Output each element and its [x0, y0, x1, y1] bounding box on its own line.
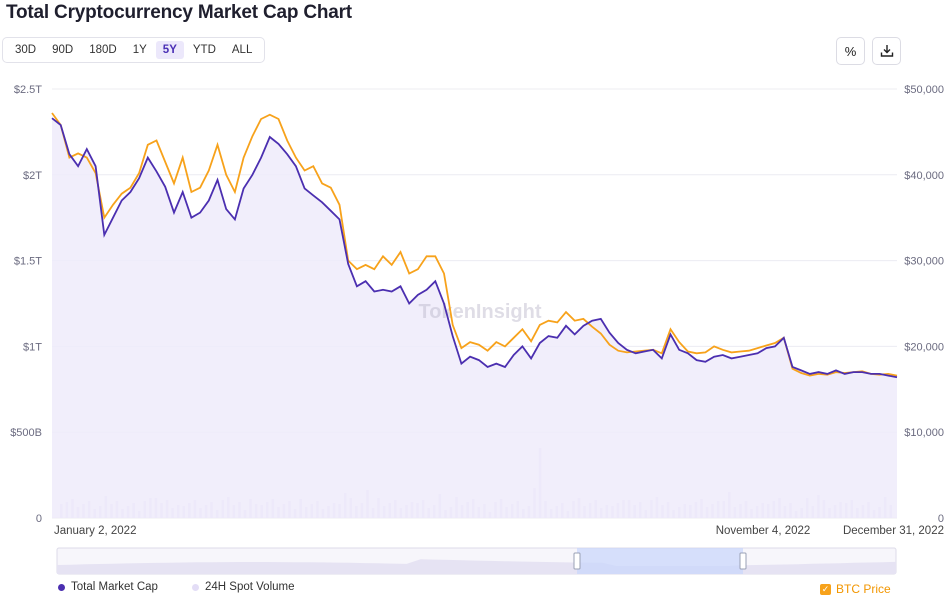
- y-right-tick-label: $30,000: [904, 256, 944, 268]
- y-right-tick-label: $40,000: [904, 170, 944, 182]
- download-icon: [880, 45, 893, 57]
- range-5y-button[interactable]: 5Y: [155, 41, 184, 59]
- y-left-tick-label: $500B: [10, 427, 42, 439]
- range-1y-button[interactable]: 1Y: [132, 44, 147, 56]
- y-left-tick-label: 0: [36, 513, 42, 525]
- download-button[interactable]: [872, 37, 901, 65]
- y-left-tick-label: $2.5T: [14, 84, 42, 96]
- legend-volume[interactable]: 24H Spot Volume: [192, 581, 295, 593]
- range-all-button[interactable]: ALL: [231, 44, 253, 56]
- market-cap-dot-icon: [58, 583, 65, 591]
- legend-btc-price[interactable]: ✓ BTC Price: [820, 582, 891, 596]
- legend-volume-label: 24H Spot Volume: [205, 581, 295, 593]
- y-left-tick-label: $1T: [23, 341, 42, 353]
- page-title: Total Cryptocurrency Market Cap Chart: [6, 2, 352, 23]
- y-right-tick-label: $10,000: [904, 427, 944, 439]
- y-right-tick-label: 0: [938, 513, 944, 525]
- percent-toggle-button[interactable]: %: [836, 37, 865, 65]
- legend-market-cap-label: Total Market Cap: [71, 581, 158, 593]
- volume-dot-icon: [192, 583, 199, 591]
- navigator-selection[interactable]: [577, 548, 743, 574]
- x-tick-label: January 2, 2022: [54, 525, 136, 537]
- y-right-tick-label: $50,000: [904, 84, 944, 96]
- market-cap-area: [52, 118, 897, 518]
- market-cap-line: [51, 117, 898, 379]
- x-tick-label: December 31, 2022: [843, 525, 944, 537]
- range-30d-button[interactable]: 30D: [15, 44, 37, 56]
- range-ytd-button[interactable]: YTD: [192, 44, 216, 56]
- navigator-right-handle[interactable]: [739, 552, 747, 570]
- navigator-left-handle[interactable]: [573, 552, 581, 570]
- btc-price-line: [51, 112, 898, 377]
- percent-icon: %: [844, 43, 857, 59]
- y-left-tick-label: $1.5T: [14, 256, 42, 268]
- legend-btc-label: BTC Price: [836, 582, 891, 596]
- time-range-selector: 30D 90D 180D 1Y 5Y YTD ALL: [2, 37, 266, 63]
- y-left-tick-label: $2T: [23, 170, 42, 182]
- range-180d-button[interactable]: 180D: [89, 44, 117, 56]
- x-tick-label: November 4, 2022: [716, 525, 811, 537]
- y-right-tick-label: $20,000: [904, 341, 944, 353]
- checkbox-icon: ✓: [820, 583, 831, 595]
- range-navigator[interactable]: [56, 547, 897, 575]
- watermark: TokenInsight: [419, 301, 542, 323]
- legend-market-cap[interactable]: Total Market Cap: [58, 581, 158, 593]
- range-90d-button[interactable]: 90D: [52, 44, 74, 56]
